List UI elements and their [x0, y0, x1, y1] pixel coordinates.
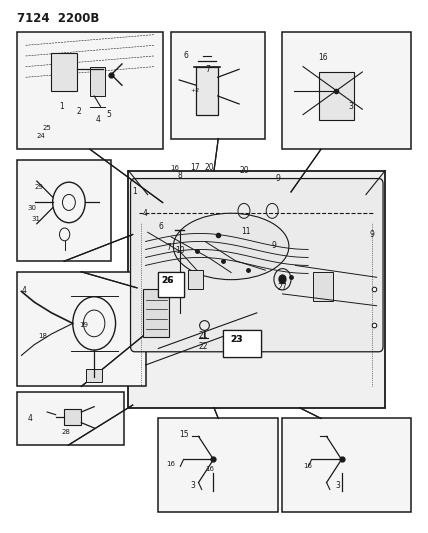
- Bar: [17, 272, 146, 386]
- Text: 6: 6: [184, 52, 189, 60]
- Text: 29: 29: [34, 183, 43, 190]
- Text: 11: 11: [241, 228, 251, 236]
- Text: 16: 16: [303, 463, 313, 470]
- Text: 22: 22: [199, 342, 208, 351]
- Bar: [223, 330, 261, 357]
- Text: 8: 8: [177, 172, 182, 180]
- Text: 3: 3: [336, 481, 341, 489]
- Text: 16: 16: [205, 466, 214, 472]
- Text: 25: 25: [43, 125, 51, 131]
- Text: 7: 7: [166, 244, 172, 252]
- Text: 3: 3: [348, 102, 354, 111]
- Text: 26: 26: [161, 277, 174, 286]
- Text: 26: 26: [161, 277, 174, 286]
- Text: 24: 24: [36, 133, 45, 139]
- Bar: [128, 171, 385, 408]
- Text: 4: 4: [27, 414, 33, 423]
- Text: 4: 4: [22, 286, 27, 295]
- Text: 21: 21: [199, 332, 208, 340]
- Bar: [17, 160, 111, 261]
- Bar: [158, 272, 184, 297]
- Text: 9: 9: [276, 174, 281, 183]
- Bar: [17, 392, 124, 445]
- Text: 6: 6: [158, 222, 163, 231]
- Text: 1: 1: [132, 188, 137, 196]
- Text: +2: +2: [190, 88, 199, 93]
- Text: 7124  2200B: 7124 2200B: [17, 12, 99, 26]
- Text: 16: 16: [166, 461, 176, 467]
- Bar: [90, 67, 105, 96]
- Text: 28: 28: [62, 429, 71, 435]
- Text: 19: 19: [79, 322, 88, 328]
- Bar: [86, 369, 102, 382]
- Bar: [319, 72, 354, 120]
- Bar: [51, 53, 77, 91]
- Text: 16: 16: [318, 53, 328, 62]
- Bar: [282, 418, 411, 512]
- Bar: [313, 272, 333, 301]
- Text: 23: 23: [230, 335, 242, 344]
- Text: 4: 4: [96, 116, 101, 124]
- Text: 3: 3: [190, 481, 195, 489]
- Bar: [196, 67, 218, 115]
- Text: 20: 20: [205, 164, 214, 172]
- Bar: [188, 271, 203, 289]
- Text: 4: 4: [143, 209, 148, 217]
- Text: 30: 30: [27, 205, 37, 211]
- Text: 20: 20: [239, 166, 249, 175]
- FancyBboxPatch shape: [131, 179, 383, 352]
- Text: 23: 23: [230, 335, 242, 344]
- Bar: [17, 32, 163, 149]
- Text: 10: 10: [175, 246, 184, 255]
- Text: 7: 7: [205, 65, 210, 74]
- Bar: [158, 272, 184, 297]
- Bar: [64, 409, 81, 425]
- Bar: [171, 32, 265, 139]
- Text: 27: 27: [278, 284, 287, 292]
- Text: 1: 1: [59, 102, 65, 111]
- Text: 18: 18: [38, 333, 48, 339]
- Bar: [282, 32, 411, 149]
- Ellipse shape: [173, 213, 289, 280]
- Text: 9: 9: [370, 230, 375, 239]
- Bar: [223, 330, 261, 357]
- Text: 2: 2: [77, 108, 82, 116]
- Bar: [143, 289, 169, 337]
- Circle shape: [279, 275, 286, 284]
- Text: 16: 16: [170, 165, 179, 171]
- Text: 31: 31: [32, 215, 41, 222]
- Text: 9: 9: [271, 241, 276, 249]
- Text: 17: 17: [190, 164, 199, 172]
- Bar: [158, 418, 278, 512]
- Text: 5: 5: [107, 110, 112, 119]
- Text: 15: 15: [179, 430, 189, 439]
